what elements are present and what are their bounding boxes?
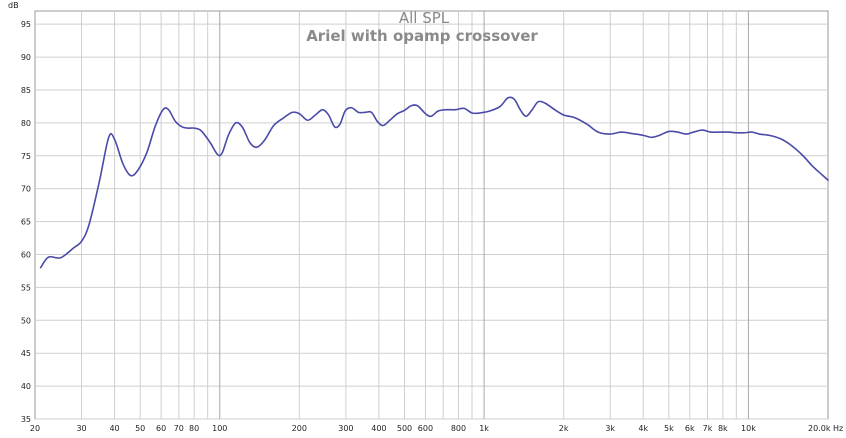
y-tick-label: 60 <box>21 250 31 259</box>
series-line <box>39 96 829 269</box>
x-tick-label: 500 <box>397 424 412 433</box>
x-tick-label: 70 <box>174 424 184 433</box>
x-tick-label: 800 <box>451 424 466 433</box>
x-tick-label: 4k <box>638 424 648 433</box>
y-axis-label: dB <box>8 1 19 10</box>
x-tick-label: 1k <box>479 424 489 433</box>
x-tick-label: 100 <box>212 424 227 433</box>
y-tick-labels: 35 40 45 50 55 60 65 70 75 80 85 90 95 <box>21 20 31 424</box>
x-tick-label: 300 <box>338 424 353 433</box>
y-tick-label: 40 <box>21 382 31 391</box>
x-tick-label: 3k <box>605 424 615 433</box>
y-tick-label: 80 <box>21 119 31 128</box>
y-tick-label: 50 <box>21 316 31 325</box>
y-tick-label: 90 <box>21 53 31 62</box>
y-tick-label: 45 <box>21 349 31 358</box>
grid-lines <box>35 11 828 420</box>
y-tick-label: 70 <box>21 185 31 194</box>
y-tick-label: 85 <box>21 86 31 95</box>
y-tick-label: 75 <box>21 152 31 161</box>
x-tick-label: 7k <box>703 424 713 433</box>
x-tick-label: 40 <box>109 424 119 433</box>
x-tick-label: 6k <box>685 424 695 433</box>
y-tick-label: 35 <box>21 415 31 424</box>
y-tick-label: 95 <box>21 20 31 29</box>
x-tick-label: 600 <box>418 424 433 433</box>
x-tick-label: 20.0k Hz <box>808 424 843 433</box>
y-tick-label: 55 <box>21 283 31 292</box>
x-tick-label: 8k <box>718 424 728 433</box>
x-tick-label: 2k <box>559 424 569 433</box>
y-tick-label: 65 <box>21 218 31 227</box>
x-tick-label: 50 <box>135 424 145 433</box>
chart-title: All SPL <box>399 9 450 27</box>
plot-area <box>34 10 829 420</box>
x-tick-label: 10k <box>741 424 756 433</box>
x-tick-label: 20 <box>30 424 40 433</box>
x-tick-labels: 20 30 40 50 60 70 80 100 200 300 400 500 600 800 1k 2k 3… <box>30 424 843 433</box>
x-tick-label: 400 <box>371 424 386 433</box>
x-tick-label: 5k <box>664 424 674 433</box>
x-tick-label: 80 <box>189 424 199 433</box>
x-tick-label: 200 <box>292 424 307 433</box>
x-tick-label: 30 <box>76 424 86 433</box>
chart-subtitle: Ariel with opamp crossover <box>306 27 538 45</box>
x-tick-label: 60 <box>156 424 166 433</box>
